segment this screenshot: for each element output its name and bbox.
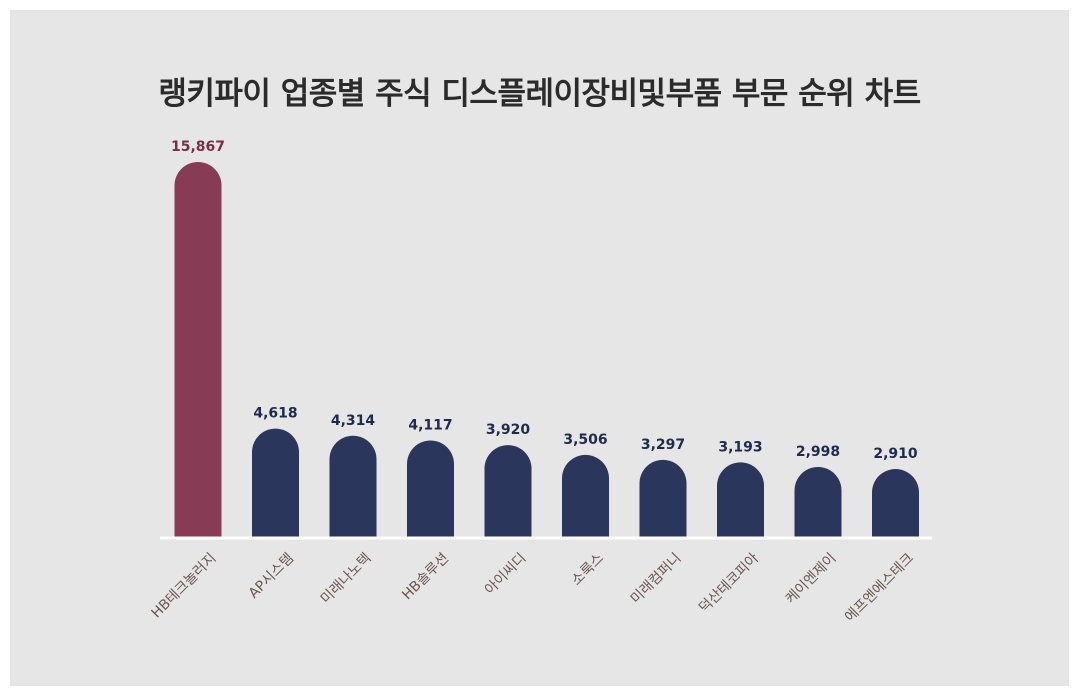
category-label-7: 미래컴퍼니 (628, 550, 685, 607)
category-label-2: AP시스템 (246, 550, 297, 601)
category-label-6: 소룩스 (568, 550, 607, 589)
bars-group (174, 162, 919, 538)
bar-7 (639, 459, 687, 538)
value-label-10: 2,910 (873, 446, 918, 462)
category-label-1: HB테크놀러지 (149, 550, 220, 621)
value-label-8: 3,193 (718, 439, 762, 455)
bar-6 (562, 454, 609, 538)
category-label-5: 아이씨디 (482, 550, 530, 598)
bar-9 (794, 466, 842, 538)
chart-title: 랭키파이 업종별 주식 디스플레이장비및부품 부문 순위 차트 (158, 76, 921, 112)
value-labels-group: 15,867 4,618 4,314 4,117 3,920 3,506 3,297 3,19… (171, 139, 918, 462)
category-label-8: 덕산테코피아 (696, 550, 762, 616)
category-label-10: 에프엔에스테크 (842, 550, 917, 625)
category-label-4: HB솔루션 (399, 550, 452, 603)
value-label-2: 4,618 (253, 406, 297, 422)
bar-2 (252, 428, 299, 538)
category-labels-group: HB테크놀러지 AP시스템 미래나노텍 HB솔루션 아이씨디 소룩스 미래컴퍼니 덕산테코피아… (149, 550, 918, 625)
value-label-5: 3,920 (486, 422, 531, 438)
bar-8 (717, 462, 764, 538)
value-label-1: 15,867 (171, 139, 225, 155)
bar-1 (174, 162, 222, 538)
value-label-6: 3,506 (563, 432, 607, 448)
bar-4 (407, 440, 454, 538)
bar-10 (872, 469, 919, 538)
value-label-9: 2,998 (796, 444, 840, 460)
bar-3 (329, 435, 377, 538)
bar-5 (484, 445, 532, 538)
category-label-3: 미래나노텍 (318, 550, 375, 607)
value-label-3: 4,314 (331, 413, 376, 429)
value-label-4: 4,117 (408, 417, 452, 433)
value-label-7: 3,297 (641, 437, 685, 453)
category-label-9: 케이엔제이 (783, 550, 840, 607)
